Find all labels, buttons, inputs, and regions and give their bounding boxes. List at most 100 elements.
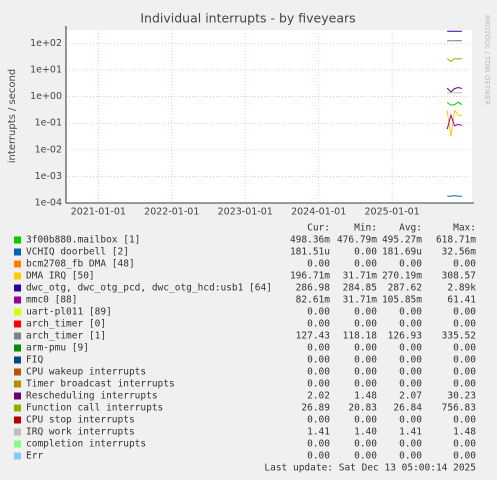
y-tick-label: 1e+02 — [30, 38, 62, 49]
legend-stat: 1.48 — [354, 391, 377, 402]
legend-stat: 0.00 — [307, 415, 330, 426]
legend-label: IRQ work interrupts — [26, 427, 135, 438]
legend-stat: 31.71m — [343, 271, 378, 282]
legend-stat: 0.00 — [354, 355, 377, 366]
legend-stat: 2.02 — [307, 391, 330, 402]
legend-stat: 0.00 — [354, 451, 377, 462]
legend-stat: 181.69u — [382, 247, 422, 258]
legend-stat: 0.00 — [307, 379, 330, 390]
column-header: Avg: — [399, 223, 422, 234]
legend-stat: 0.00 — [399, 367, 422, 378]
legend-label: CPU wakeup interrupts — [26, 367, 146, 378]
x-tick-label: 2025-01-01 — [365, 207, 420, 218]
legend-label: FIQ — [26, 355, 43, 366]
legend-stat: 26.84 — [393, 403, 422, 414]
legend-stat: 498.36m — [290, 235, 330, 246]
watermark: RRDTOOL / TOBI OETIKER — [483, 15, 491, 105]
x-tick-label: 2024-01-01 — [291, 207, 346, 218]
legend-stat: 0.00 — [307, 259, 330, 270]
column-header: Max: — [453, 223, 476, 234]
legend-swatch — [14, 452, 21, 460]
legend-stat: 0.00 — [307, 307, 330, 318]
legend-stat: 82.61m — [296, 295, 331, 306]
legend-stat: 270.19m — [382, 271, 422, 282]
legend-stat: 287.62 — [388, 283, 422, 294]
legend-stat: 0.00 — [307, 355, 330, 366]
legend-stat: 105.85m — [382, 295, 422, 306]
series-line — [446, 109, 462, 137]
legend-stat: 1.41 — [399, 427, 422, 438]
legend-stat: 476.79m — [337, 235, 377, 246]
legend-stat: 0.00 — [399, 319, 422, 330]
legend-label: mmc0 [88] — [26, 295, 77, 306]
legend-stat: 1.48 — [453, 427, 476, 438]
legend-swatch — [14, 236, 21, 244]
legend-stat: 0.00 — [307, 367, 330, 378]
legend-stat: 126.93 — [388, 331, 422, 342]
legend-label: VCHIQ doorbell [2] — [26, 247, 129, 258]
last-update: Last update: Sat Dec 13 05:00:14 2025 — [264, 463, 476, 474]
legend-swatch — [14, 428, 21, 436]
legend-stat: 0.00 — [453, 307, 476, 318]
series-line — [446, 58, 462, 63]
legend-stat: 0.00 — [307, 319, 330, 330]
legend-stat: 2.07 — [399, 391, 422, 402]
legend-stat: 20.83 — [348, 403, 377, 414]
legend-stat: 127.43 — [296, 331, 330, 342]
legend-stat: 0.00 — [354, 415, 377, 426]
legend-stat: 1.41 — [307, 427, 330, 438]
legend-label: Function call interrupts — [26, 403, 163, 414]
legend-stat: 30.23 — [447, 391, 476, 402]
plot-area — [66, 30, 472, 203]
y-tick-label: 1e-04 — [35, 198, 62, 209]
legend-swatch — [14, 308, 21, 316]
legend-swatch — [14, 416, 21, 424]
x-tick-label: 2022-01-01 — [144, 207, 199, 218]
legend-stat: 756.83 — [442, 403, 476, 414]
legend-stat: 0.00 — [399, 343, 422, 354]
legend-label: uart-pl011 [89] — [26, 307, 112, 318]
series-line — [446, 101, 463, 106]
legend-stat: 0.00 — [307, 439, 330, 450]
legend-label: CPU stop interrupts — [26, 415, 135, 426]
x-tick-label: 2023-01-01 — [218, 207, 273, 218]
legend-swatch — [14, 356, 21, 364]
legend-swatch — [14, 344, 21, 352]
legend-label: bcm2708_fb DMA [48] — [26, 259, 135, 270]
legend-stat: 0.00 — [453, 367, 476, 378]
legend-stat: 0.00 — [453, 343, 476, 354]
legend-stat: 308.57 — [442, 271, 476, 282]
series-line — [447, 195, 462, 197]
legend-stat: 618.71m — [436, 235, 476, 246]
y-axis-label: interrupts / second — [7, 69, 18, 163]
legend-stat: 0.00 — [354, 307, 377, 318]
legend-stat: 0.00 — [453, 415, 476, 426]
legend-swatch — [14, 248, 21, 256]
legend-stat: 0.00 — [399, 355, 422, 366]
x-tick-label: 2021-01-01 — [71, 207, 126, 218]
column-header: Min: — [354, 223, 377, 234]
y-tick-label: 1e-02 — [35, 144, 62, 155]
legend-swatch — [14, 320, 21, 328]
legend-label: Rescheduling interrupts — [26, 391, 158, 402]
legend-stat: 495.27m — [382, 235, 422, 246]
legend-swatch — [14, 332, 21, 340]
series-line — [446, 86, 463, 93]
y-tick-label: 1e-03 — [35, 171, 62, 182]
y-tick-label: 1e+00 — [30, 91, 62, 102]
legend-stat: 0.00 — [399, 415, 422, 426]
legend-stat: 196.71m — [290, 271, 330, 282]
legend-stat: 0.00 — [453, 355, 476, 366]
legend-label: arch_timer [1] — [26, 331, 106, 342]
legend-stat: 26.89 — [301, 403, 330, 414]
column-header: Cur: — [307, 223, 330, 234]
legend-stat: 0.00 — [453, 259, 476, 270]
legend-stat: 0.00 — [453, 439, 476, 450]
legend-stat: 0.00 — [307, 451, 330, 462]
legend-label: Err — [26, 451, 43, 462]
legend-stat: 0.00 — [399, 439, 422, 450]
legend-stat: 0.00 — [354, 259, 377, 270]
y-tick-label: 1e-01 — [35, 118, 62, 129]
legend-stat: 0.00 — [354, 379, 377, 390]
